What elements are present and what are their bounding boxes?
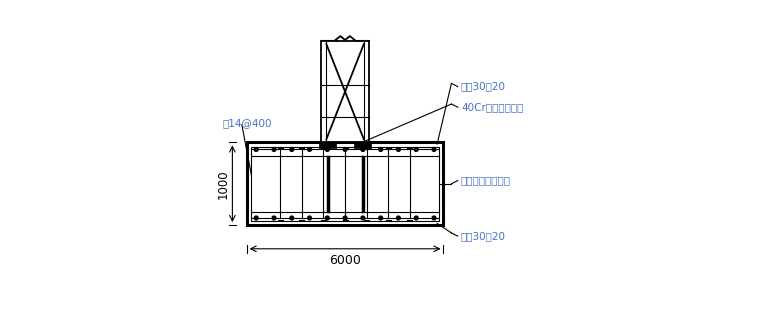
Text: 1000: 1000 [217, 169, 230, 199]
Circle shape [290, 216, 293, 220]
Circle shape [308, 216, 312, 220]
Circle shape [308, 148, 312, 151]
Circle shape [397, 148, 401, 151]
Circle shape [414, 148, 418, 151]
Text: 塔吊专用定位钔板: 塔吊专用定位钔板 [461, 175, 511, 185]
Circle shape [325, 216, 329, 220]
Bar [247, 142, 444, 225]
Circle shape [378, 148, 382, 151]
Circle shape [344, 148, 347, 151]
Circle shape [361, 216, 365, 220]
Circle shape [397, 216, 401, 220]
Circle shape [344, 216, 347, 220]
Text: 双垉30！20: 双垉30！20 [461, 82, 506, 92]
Circle shape [432, 148, 436, 151]
Circle shape [255, 148, 258, 151]
Circle shape [255, 216, 258, 220]
Circle shape [378, 216, 382, 220]
Bar [321, 41, 369, 142]
Circle shape [432, 216, 436, 220]
Bar [319, 142, 337, 148]
Text: 双垉30！20: 双垉30！20 [461, 231, 506, 241]
Circle shape [361, 148, 365, 151]
Circle shape [414, 216, 418, 220]
Circle shape [272, 148, 276, 151]
Text: ＆14@400: ＆14@400 [223, 119, 272, 129]
Circle shape [325, 148, 329, 151]
Text: 6000: 6000 [329, 254, 361, 267]
Circle shape [272, 216, 276, 220]
Text: 40Cr塔吊专用螺栓: 40Cr塔吊专用螺栓 [461, 102, 524, 112]
Bar [354, 142, 372, 148]
Circle shape [290, 148, 293, 151]
Bar [251, 147, 439, 221]
